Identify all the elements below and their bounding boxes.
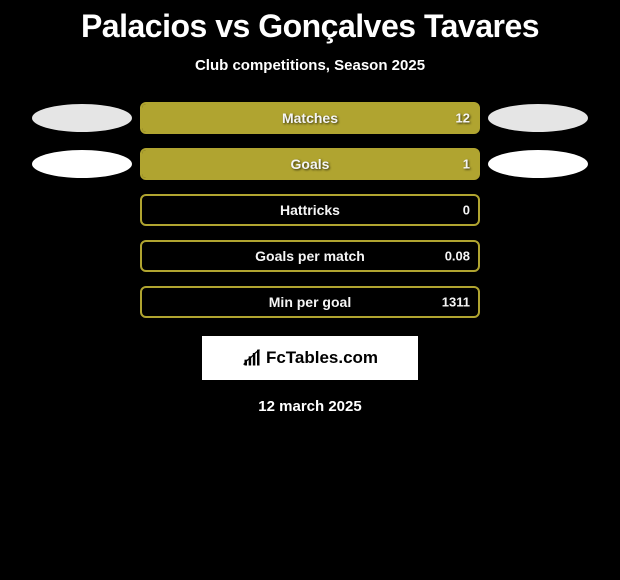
right-spacer	[488, 288, 588, 316]
stat-row-min-per-goal: Min per goal 1311	[0, 286, 620, 318]
chart-icon	[242, 348, 262, 368]
stat-bar-min-per-goal: Min per goal 1311	[140, 286, 480, 318]
stat-value: 0.08	[445, 249, 470, 264]
page-title: Palacios vs Gonçalves Tavares	[81, 8, 539, 45]
stat-label: Hattricks	[280, 202, 340, 218]
stat-bar-goals-per-match: Goals per match 0.08	[140, 240, 480, 272]
stat-label: Goals	[291, 156, 330, 172]
stat-row-goals-per-match: Goals per match 0.08	[0, 240, 620, 272]
stat-bar-goals: Goals 1	[140, 148, 480, 180]
left-spacer	[32, 242, 132, 270]
attribution-badge: FcTables.com	[202, 336, 418, 380]
stats-container: Matches 12 Goals 1 Hattricks 0 Goals per…	[0, 102, 620, 318]
date-label: 12 march 2025	[258, 398, 361, 415]
stat-label: Matches	[282, 110, 338, 126]
stat-bar-hattricks: Hattricks 0	[140, 194, 480, 226]
stat-row-goals: Goals 1	[0, 148, 620, 180]
stat-value: 1	[463, 157, 470, 172]
stat-row-matches: Matches 12	[0, 102, 620, 134]
stat-label: Goals per match	[255, 248, 365, 264]
left-spacer	[32, 196, 132, 224]
stat-bar-matches: Matches 12	[140, 102, 480, 134]
attribution-text: FcTables.com	[266, 348, 378, 368]
stat-value: 0	[463, 203, 470, 218]
left-marker-ellipse	[32, 104, 132, 132]
stat-value: 12	[456, 111, 470, 126]
stat-value: 1311	[442, 295, 470, 310]
left-marker-ellipse	[32, 150, 132, 178]
right-marker-ellipse	[488, 150, 588, 178]
right-spacer	[488, 242, 588, 270]
right-marker-ellipse	[488, 104, 588, 132]
page-subtitle: Club competitions, Season 2025	[195, 57, 425, 74]
stat-row-hattricks: Hattricks 0	[0, 194, 620, 226]
left-spacer	[32, 288, 132, 316]
stat-label: Min per goal	[269, 294, 351, 310]
right-spacer	[488, 196, 588, 224]
